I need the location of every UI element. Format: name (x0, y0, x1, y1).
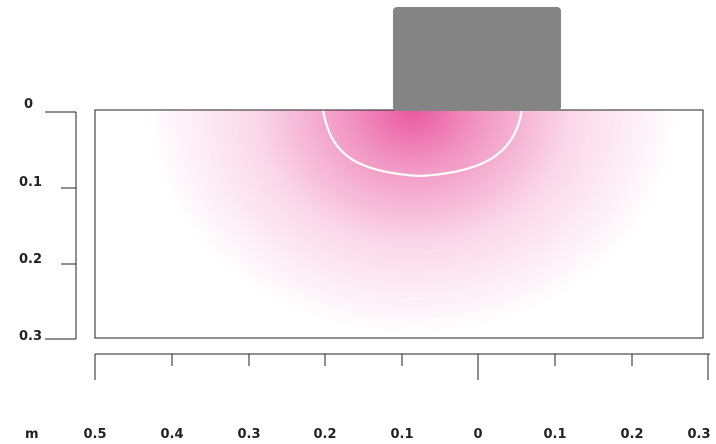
horizontal-tick-label: 0.2 (313, 427, 336, 442)
stress-bulb (95, 110, 703, 338)
unit-label: m (25, 427, 39, 442)
horizontal-tick-label: 0.4 (160, 427, 183, 442)
horizontal-tick-label: 0.2 (620, 427, 643, 442)
horizontal-tick-label: 0.3 (687, 427, 710, 442)
depth-tick-label: 0.3 (19, 329, 42, 344)
horizontal-tick-label: 0.1 (543, 427, 566, 442)
horizontal-tick-label: 0.1 (390, 427, 413, 442)
horizontal-tick-label: 0.5 (83, 427, 106, 442)
stress-contour-line (321, 109, 524, 178)
depth-axis: 0 0.1 0.2 0.3 (19, 97, 77, 344)
load-block (393, 7, 561, 111)
horizontal-tick-label: 0.3 (237, 427, 260, 442)
horizontal-axis: m 0.5 0.4 0.3 0.2 0.1 0 0.1 0.2 0.3 (25, 353, 711, 442)
depth-tick-label: 0 (24, 97, 33, 112)
horizontal-tick-label: 0 (473, 427, 482, 442)
depth-tick-label: 0.2 (19, 252, 42, 267)
depth-tick-label: 0.1 (19, 175, 42, 190)
